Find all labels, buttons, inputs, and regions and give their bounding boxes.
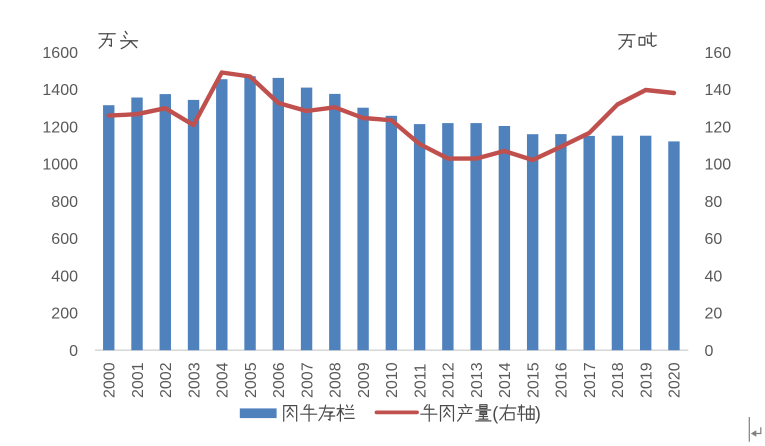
svg-text:2005: 2005 (243, 362, 260, 398)
svg-text:(: ( (492, 404, 498, 424)
svg-text:400: 400 (51, 268, 78, 285)
svg-text:200: 200 (51, 306, 78, 323)
svg-text:2001: 2001 (130, 362, 147, 398)
svg-text:0: 0 (705, 343, 714, 360)
svg-text:2015: 2015 (525, 362, 542, 398)
svg-text:0: 0 (69, 343, 78, 360)
svg-text:2003: 2003 (186, 362, 203, 398)
svg-text:2019: 2019 (638, 362, 655, 398)
svg-text:20: 20 (705, 306, 723, 323)
svg-text:2013: 2013 (469, 362, 486, 398)
svg-text:120: 120 (705, 120, 732, 137)
svg-text:1400: 1400 (42, 82, 78, 99)
svg-text:1600: 1600 (42, 45, 78, 62)
svg-text:2011: 2011 (412, 363, 429, 398)
svg-text:2007: 2007 (299, 362, 316, 398)
svg-text:600: 600 (51, 231, 78, 248)
svg-text:2000: 2000 (102, 362, 119, 398)
svg-text:40: 40 (705, 268, 723, 285)
svg-text:2009: 2009 (356, 362, 373, 398)
svg-text:100: 100 (705, 157, 732, 174)
svg-text:60: 60 (705, 231, 723, 248)
svg-text:1200: 1200 (42, 120, 78, 137)
svg-text:2020: 2020 (667, 362, 684, 398)
svg-text:2014: 2014 (497, 362, 514, 398)
svg-text:): ) (535, 404, 541, 424)
svg-text:2002: 2002 (158, 362, 175, 398)
svg-text:2006: 2006 (271, 362, 288, 398)
svg-text:2004: 2004 (215, 362, 232, 398)
svg-text:2008: 2008 (328, 362, 345, 398)
svg-text:1000: 1000 (42, 157, 78, 174)
svg-text:2012: 2012 (441, 362, 458, 398)
svg-text:160: 160 (705, 45, 732, 62)
svg-text:2010: 2010 (384, 362, 401, 398)
svg-text:2018: 2018 (610, 362, 627, 398)
svg-text:140: 140 (705, 82, 732, 99)
svg-text:800: 800 (51, 194, 78, 211)
svg-text:2017: 2017 (582, 362, 599, 398)
svg-text:80: 80 (705, 194, 723, 211)
svg-text:2016: 2016 (554, 362, 571, 398)
